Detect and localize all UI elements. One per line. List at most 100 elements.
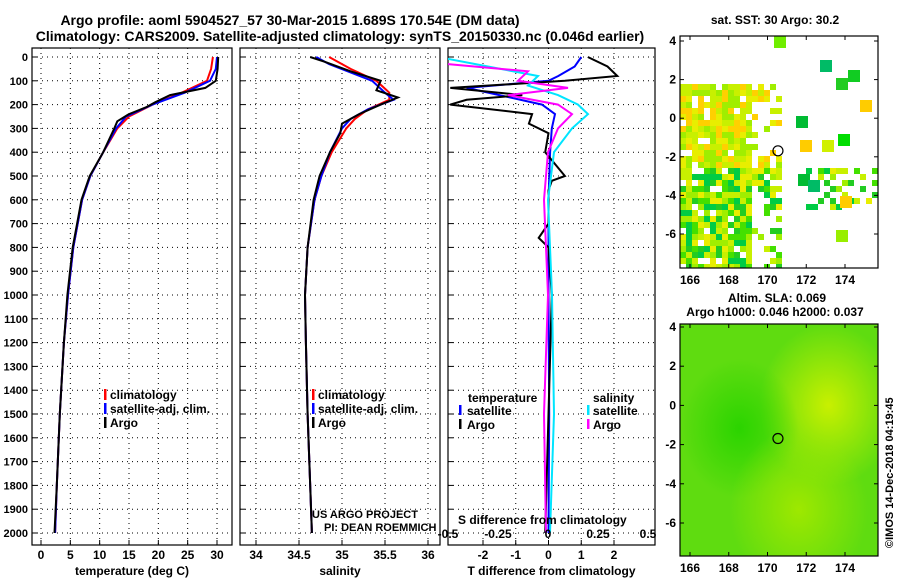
- sst-cell: [734, 198, 740, 204]
- sst-cell: [680, 108, 686, 114]
- lat-tick-label: -4: [665, 477, 676, 491]
- y-tick-label: 1100: [4, 314, 28, 326]
- sst-cell: [746, 264, 752, 268]
- sst-cell: [704, 222, 710, 228]
- sst-cell: [698, 162, 704, 168]
- sst-cell: [728, 258, 734, 264]
- sst-cell: [704, 210, 710, 216]
- sst-cell: [716, 114, 722, 120]
- sst-cell: [776, 216, 782, 222]
- sst-cell: [716, 120, 722, 126]
- legend-swatch: [459, 405, 462, 415]
- sst-cell: [692, 156, 698, 162]
- sst-cell: [722, 246, 728, 252]
- sst-cell: [698, 120, 704, 126]
- sst-cell: [698, 156, 704, 162]
- sst-cell: [716, 198, 722, 204]
- sst-cell: [722, 138, 728, 144]
- x-tick-label: 36: [421, 548, 435, 562]
- sst-cell: [680, 204, 686, 210]
- sst-cell: [686, 186, 692, 192]
- sst-cell: [798, 174, 810, 186]
- x-axis-label: T difference from climatology: [467, 564, 635, 578]
- sst-cell: [734, 264, 740, 268]
- sst-cell: [710, 84, 716, 90]
- legend-label: Argo: [110, 416, 138, 430]
- sst-cell: [716, 252, 722, 258]
- sst-cell: [728, 96, 734, 102]
- sst-cell: [680, 144, 686, 150]
- sst-cell: [746, 168, 752, 174]
- sst-cell: [728, 126, 734, 132]
- sst-cell: [698, 198, 704, 204]
- sst-cell: [704, 264, 710, 268]
- sst-cell: [704, 150, 710, 156]
- sst-cell: [710, 162, 716, 168]
- sst-cell: [734, 228, 740, 234]
- sst-cell: [710, 144, 716, 150]
- sst-cell: [716, 192, 722, 198]
- series-line-s-satellite: [448, 57, 590, 534]
- sst-cell: [776, 186, 782, 192]
- sst-cell: [710, 192, 716, 198]
- y-tick-label: 900: [10, 266, 28, 278]
- sst-cell: [848, 70, 860, 82]
- sst-cell: [740, 210, 746, 216]
- sst-cell: [740, 192, 746, 198]
- sst-cell: [740, 216, 746, 222]
- sst-cell: [716, 174, 722, 180]
- series-line-climatology: [54, 56, 214, 534]
- sst-cell: [740, 138, 746, 144]
- sst-cell: [692, 240, 698, 246]
- sst-cell: [686, 126, 692, 132]
- sst-cell: [698, 114, 704, 120]
- sst-cell: [740, 264, 746, 268]
- sst-cell: [806, 168, 812, 174]
- sst-cell: [716, 222, 722, 228]
- sst-cell: [716, 102, 722, 108]
- sst-cell: [740, 90, 746, 96]
- y-tick-label: 2000: [4, 528, 28, 540]
- sst-cell: [728, 180, 734, 186]
- sst-cell: [770, 120, 776, 126]
- sst-cell: [698, 96, 704, 102]
- sst-cell: [692, 120, 698, 126]
- sst-cell: [692, 132, 698, 138]
- sst-cell: [722, 204, 728, 210]
- sst-cell: [686, 180, 692, 186]
- sst-cell: [716, 96, 722, 102]
- sst-cell: [710, 114, 716, 120]
- x-tick-label: 34.5: [287, 548, 311, 562]
- legend-swatch: [104, 417, 107, 428]
- sst-cell: [746, 156, 752, 162]
- x2-tick-label: -0.25: [484, 527, 512, 541]
- sst-cell: [776, 120, 782, 126]
- sla-map-title-1: Altim. SLA: 0.069: [728, 291, 826, 305]
- sst-cell: [704, 120, 710, 126]
- sst-cell: [692, 84, 698, 90]
- sst-cell: [746, 126, 752, 132]
- sst-cell: [716, 210, 722, 216]
- sst-cell: [710, 204, 716, 210]
- sst-cell: [746, 192, 752, 198]
- sst-cell: [740, 168, 746, 174]
- sst-cell: [746, 150, 752, 156]
- lon-tick-label: 170: [757, 273, 777, 287]
- y-tick-label: 1600: [4, 433, 28, 445]
- sst-cell: [824, 168, 830, 174]
- sst-cell: [704, 90, 710, 96]
- series-line-argo: [53, 56, 220, 534]
- sst-cell: [722, 102, 728, 108]
- y-tick-label: 400: [10, 147, 28, 159]
- sst-cell: [746, 204, 752, 210]
- sst-cell: [686, 108, 692, 114]
- sst-cell: [692, 234, 698, 240]
- sst-cell: [776, 198, 782, 204]
- sst-cell: [776, 156, 782, 162]
- lat-tick-label: -2: [665, 150, 676, 164]
- sst-cell: [764, 162, 770, 168]
- sst-cell: [758, 186, 764, 192]
- sst-cell: [722, 198, 728, 204]
- title-line-1: Argo profile: aoml 5904527_57 30-Mar-201…: [60, 12, 519, 28]
